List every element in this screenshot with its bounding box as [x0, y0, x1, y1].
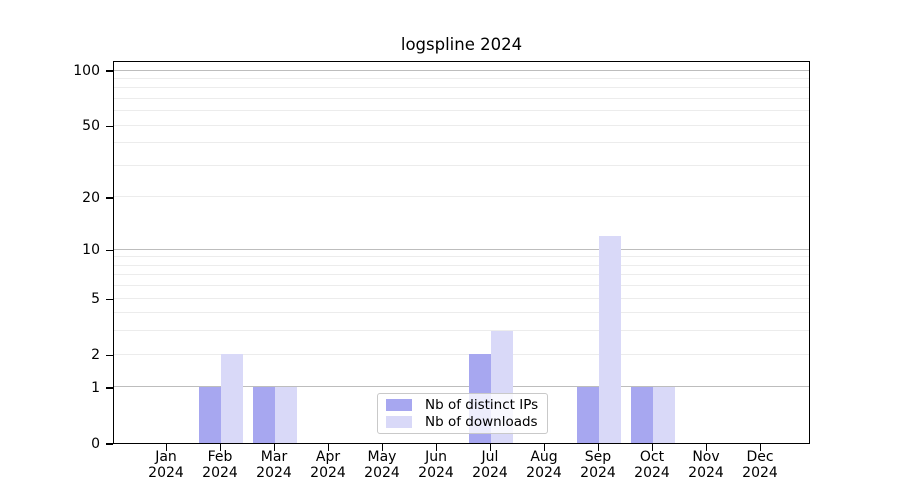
x-tick-label-feb: Feb 2024: [202, 449, 238, 481]
y-tick-label-50: 50: [82, 118, 100, 135]
bar-distinct-ips-feb: [199, 386, 221, 443]
gridline-y-80: [114, 87, 809, 89]
x-tick-aug: [543, 444, 545, 451]
y-tick-label-10: 10: [82, 242, 100, 259]
x-tick-label-jul: Jul 2024: [472, 449, 508, 481]
chart-title: logspline 2024: [400, 35, 523, 54]
y-tick-label-20: 20: [82, 189, 100, 206]
x-tick-label-jun: Jun 2024: [418, 449, 454, 481]
gridline-y-6: [114, 285, 809, 287]
legend-label-distinct-ips: Nb of distinct IPs: [425, 397, 539, 413]
plot-area: Nb of distinct IPs Nb of downloads: [113, 61, 810, 444]
gridline-y-90: [114, 77, 809, 79]
gridline-y-9: [114, 256, 809, 258]
x-tick-jul: [489, 444, 491, 451]
legend-swatch-distinct-ips: [386, 399, 412, 411]
x-tick-sep: [597, 444, 599, 451]
gridline-y-2: [114, 353, 809, 355]
gridline-y-8: [114, 264, 809, 266]
y-tick-label-2: 2: [91, 347, 100, 364]
x-tick-jan: [165, 444, 167, 451]
y-tick-label-1: 1: [91, 379, 100, 396]
gridline-y-20: [114, 196, 809, 198]
y-tick-label-0: 0: [91, 436, 100, 452]
legend-label-downloads: Nb of downloads: [425, 414, 538, 430]
gridline-y-10: [114, 248, 809, 250]
bar-downloads-feb: [221, 354, 243, 443]
gridline-y-1: [114, 386, 809, 388]
gridline-y-70: [114, 97, 809, 99]
gridline-y-40: [114, 142, 809, 144]
y-tick-2: [106, 354, 113, 356]
x-tick-nov: [705, 444, 707, 451]
x-tick-label-nov: Nov 2024: [688, 449, 724, 481]
y-tick-50: [106, 125, 113, 127]
bar-distinct-ips-mar: [253, 386, 275, 443]
gridline-y-50: [114, 124, 809, 126]
x-tick-label-dec: Dec 2024: [742, 449, 778, 481]
gridline-y-100: [114, 69, 809, 71]
x-tick-jun: [435, 444, 437, 451]
y-tick-10: [106, 249, 113, 251]
x-tick-label-oct: Oct 2024: [634, 449, 670, 481]
gridline-y-30: [114, 164, 809, 166]
x-tick-dec: [759, 444, 761, 451]
y-tick-label-5: 5: [91, 291, 100, 308]
y-tick-1: [106, 387, 113, 389]
legend-swatch-downloads: [386, 416, 412, 428]
gridline-y-7: [114, 274, 809, 276]
x-tick-label-sep: Sep 2024: [580, 449, 616, 481]
y-tick-20: [106, 197, 113, 199]
x-tick-mar: [273, 444, 275, 451]
legend-item-distinct-ips: Nb of distinct IPs: [386, 397, 539, 413]
bar-distinct-ips-sep: [577, 386, 599, 443]
y-tick-5: [106, 298, 113, 300]
x-tick-label-mar: Mar 2024: [256, 449, 292, 481]
gridline-y-3: [114, 330, 809, 332]
legend-item-downloads: Nb of downloads: [386, 414, 539, 430]
x-tick-label-aug: Aug 2024: [526, 449, 562, 481]
legend: Nb of distinct IPs Nb of downloads: [377, 393, 548, 434]
bar-downloads-sep: [599, 235, 621, 443]
x-tick-feb: [219, 444, 221, 451]
x-tick-oct: [651, 444, 653, 451]
bar-distinct-ips-oct: [631, 386, 653, 443]
x-tick-label-apr: Apr 2024: [310, 449, 346, 481]
y-tick-0: [106, 443, 113, 445]
x-tick-label-jan: Jan 2024: [148, 449, 184, 481]
y-tick-label-100: 100: [73, 62, 100, 79]
gridline-y-4: [114, 312, 809, 314]
x-tick-may: [381, 444, 383, 451]
gridline-y-60: [114, 110, 809, 112]
x-tick-apr: [327, 444, 329, 451]
bar-downloads-mar: [275, 386, 297, 443]
x-tick-label-may: May 2024: [364, 449, 400, 481]
gridline-y-5: [114, 297, 809, 299]
bar-downloads-oct: [653, 386, 675, 443]
y-tick-100: [106, 70, 113, 72]
